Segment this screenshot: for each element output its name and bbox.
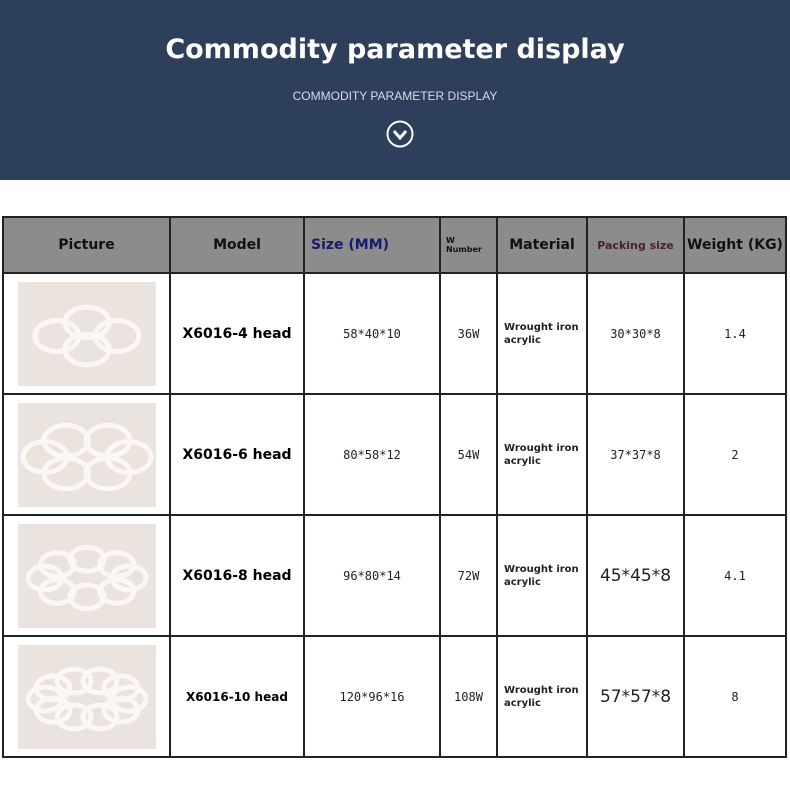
model-cell: X6016-8 head (169, 514, 305, 637)
material-line-2: acrylic (504, 334, 541, 346)
watt-cell: 72W (439, 514, 498, 637)
size-cell: 96*80*14 (303, 514, 441, 637)
material-cell: Wrought iron acrylic (496, 514, 588, 637)
weight-cell: 4.1 (683, 514, 787, 637)
banner: Commodity parameter display COMMODITY PA… (0, 0, 790, 180)
table-row: X6016-6 head 80*58*12 54W Wrought iron ac… (2, 393, 787, 516)
header-material: Material (496, 216, 588, 274)
header-w-number: W Number (439, 216, 498, 274)
product-image (17, 281, 156, 386)
material-cell: Wrought iron acrylic (496, 272, 588, 395)
size-cell: 120*96*16 (303, 635, 441, 758)
material-line-2: acrylic (504, 455, 541, 467)
watt-cell: 54W (439, 393, 498, 516)
packing-cell: 45*45*8 (586, 514, 685, 637)
lamp-ring (100, 672, 140, 702)
lamp-ring (79, 702, 119, 731)
lamp-ring (54, 702, 94, 731)
lamp-ring (54, 666, 94, 695)
lamp-ring (96, 549, 136, 579)
model-cell: X6016-6 head (169, 393, 305, 516)
table-row: X6016-8 head 96*80*14 72W Wrought iron ac… (2, 514, 787, 637)
parameter-table: Picture Model Size (MM) W Number Material… (2, 216, 787, 758)
lamp-ring (83, 422, 132, 459)
table-row: X6016-4 head 58*40*10 36W Wrought iron ac… (2, 272, 787, 395)
product-image (17, 523, 156, 628)
page-title: Commodity parameter display (165, 34, 625, 65)
size-cell: 58*40*10 (303, 272, 441, 395)
product-image (17, 402, 156, 507)
header-number: Number (446, 245, 482, 254)
material-line-2: acrylic (504, 697, 541, 709)
material-line-1: Wrought iron (504, 321, 579, 333)
size-cell: 80*58*12 (303, 393, 441, 516)
weight-cell: 1.4 (683, 272, 787, 395)
chevron-down-circle-icon (386, 120, 414, 148)
picture-cell (2, 514, 171, 637)
material-line-2: acrylic (504, 576, 541, 588)
packing-cell: 37*37*8 (586, 393, 685, 516)
packing-cell: 30*30*8 (586, 272, 685, 395)
picture-cell (2, 272, 171, 395)
product-image (17, 644, 156, 749)
weight-cell: 8 (683, 635, 787, 758)
header-size: Size (MM) (303, 216, 441, 274)
table-row: X6016-10 head 120*96*16 108W Wrought iro… (2, 635, 787, 758)
watt-cell: 108W (439, 635, 498, 758)
header-w: W (446, 236, 455, 245)
model-cell: X6016-4 head (169, 272, 305, 395)
lamp-ring (33, 672, 73, 702)
picture-cell (2, 635, 171, 758)
material-cell: Wrought iron acrylic (496, 393, 588, 516)
header-picture: Picture (2, 216, 171, 274)
header-weight: Weight (KG) (683, 216, 787, 274)
lamp-ring (79, 666, 119, 695)
material-line-1: Wrought iron (504, 684, 579, 696)
watt-cell: 36W (439, 272, 498, 395)
header-model: Model (169, 216, 305, 274)
material-cell: Wrought iron acrylic (496, 635, 588, 758)
picture-cell (2, 393, 171, 516)
weight-cell: 2 (683, 393, 787, 516)
header-packing: Packing size (586, 216, 685, 274)
model-cell: X6016-10 head (169, 635, 305, 758)
material-line-1: Wrought iron (504, 563, 579, 575)
page-subtitle: COMMODITY PARAMETER DISPLAY (292, 89, 498, 103)
packing-cell: 57*57*8 (586, 635, 685, 758)
lamp-ring (62, 304, 111, 340)
table-header: Picture Model Size (MM) W Number Material… (2, 216, 787, 274)
material-line-1: Wrought iron (504, 442, 579, 454)
